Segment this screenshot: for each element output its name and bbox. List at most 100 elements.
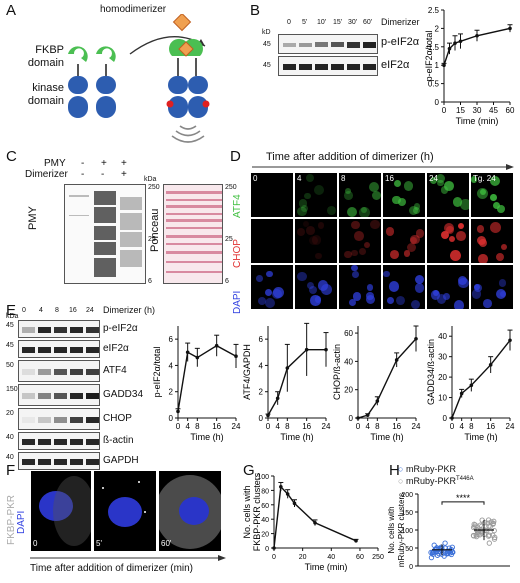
h-point: [472, 524, 478, 530]
c-blot-ponceau: [163, 184, 223, 284]
e-band: [86, 369, 99, 375]
E4-xlabel: Time (h): [464, 432, 497, 442]
E1-xlabel: Time (h): [190, 432, 223, 442]
e-row-label-4: CHOP: [103, 413, 132, 424]
d-nucleus: [477, 187, 489, 199]
E4-xtick-label: 24: [506, 422, 515, 431]
c-pmy-sign-3: +: [121, 158, 127, 169]
h-point: [471, 521, 477, 527]
f-tile-0: 0: [30, 470, 92, 552]
h-point: [477, 522, 484, 528]
d-nucleus: [393, 179, 402, 187]
panel-label-h: H: [389, 462, 400, 479]
h-ytick-label: 0: [409, 564, 413, 571]
c-dim-sign-3: +: [121, 169, 127, 180]
h-point: [471, 533, 477, 539]
d-nucleus: [453, 299, 465, 309]
d-nucleus: [306, 226, 315, 235]
c-kda-label: kDa: [144, 176, 157, 183]
c-pmy-label: PMY: [44, 158, 66, 169]
E4-xtick-label: 4: [459, 422, 464, 431]
d-col-label-1: 4: [297, 174, 302, 183]
e-band: [70, 459, 83, 465]
E3-series-line: [357, 338, 417, 419]
h-point: [491, 528, 497, 534]
b-time-5: 5': [302, 19, 308, 26]
h-point: [481, 520, 488, 526]
e-band: [54, 439, 67, 445]
d-tile-atf4-5: Tg. 24: [470, 172, 514, 218]
E4-point: [508, 338, 512, 343]
d-nucleus: [383, 270, 390, 277]
E2-ytick-label: 0: [259, 414, 264, 423]
h-ytick-label: 150: [401, 510, 413, 517]
d-nucleus: [498, 279, 507, 287]
G-xtick-label: 250: [372, 554, 384, 561]
E3-ytick-label: 60: [344, 329, 353, 338]
h-point: [428, 555, 435, 561]
G-point: [292, 501, 297, 506]
E3-xtick-label: 16: [392, 422, 401, 431]
d-nucleus: [354, 231, 364, 242]
e-blot-row-0: [18, 320, 100, 338]
d-nucleus: [429, 176, 437, 184]
d-nucleus: [478, 254, 488, 263]
B-xtick-label: 15: [456, 106, 465, 115]
d-col-label-4: 24: [429, 174, 438, 183]
e-row-label-3: GADD34: [103, 389, 144, 400]
e-blot-row-6: [18, 452, 100, 470]
f-tile-60: 60': [158, 470, 222, 552]
G-xlabel: Time (min): [305, 562, 348, 572]
e-band: [54, 347, 67, 353]
G-series-line: [273, 485, 357, 549]
c-marker-25a: 25: [148, 236, 156, 243]
E2-xtick-label: 16: [302, 422, 311, 431]
E4-point: [459, 391, 464, 396]
E4-ylabel: GADD34/ß-actin: [426, 339, 436, 405]
e-time-8: 8: [55, 307, 59, 314]
e-band: [70, 417, 83, 423]
signal-icon: [171, 125, 205, 143]
b-marker-45a: 45: [263, 41, 271, 48]
e-band: [86, 439, 99, 445]
h-point: [448, 548, 454, 554]
B-ylabel: p-eIF2α/total: [424, 31, 434, 82]
e-marker-4: 20: [6, 410, 14, 417]
d-tile-chop-5: [470, 218, 514, 264]
d-nucleus: [392, 195, 401, 205]
b-time-30: 30': [348, 19, 358, 26]
d-nucleus: [414, 283, 425, 293]
d-nucleus: [440, 186, 449, 195]
E2-ylabel: ATF4/GAPDH: [242, 344, 252, 400]
E2-xtick-label: 24: [322, 422, 331, 431]
d-nucleus: [346, 206, 358, 217]
d-nucleus: [317, 280, 329, 291]
d-tile-dapi-2: [338, 264, 382, 310]
E4-point: [450, 416, 454, 420]
E2-point: [304, 347, 309, 352]
b-time-10: 10': [317, 19, 327, 26]
d-row-chop: CHOP: [232, 239, 243, 268]
d-nucleus: [410, 237, 418, 245]
G-ytick-label: 20: [261, 532, 269, 539]
E1-point: [176, 409, 180, 414]
E3-point: [414, 336, 418, 341]
e-band: [38, 439, 51, 445]
e-band: [86, 417, 99, 423]
pkr-monomer-2-icon: [96, 46, 116, 118]
h-point: [485, 533, 492, 539]
d-tile-dapi-5: [470, 264, 514, 310]
h-point: [486, 523, 492, 529]
G-ytick-label: 80: [261, 488, 269, 495]
d-nucleus: [403, 250, 411, 257]
c-dim-sign-2: -: [101, 169, 105, 180]
G-xtick-label: 40: [327, 554, 335, 561]
G-point: [313, 521, 317, 525]
d-nucleus: [471, 176, 478, 183]
E3-point: [394, 358, 399, 362]
f-tile-5: 5': [93, 470, 157, 552]
f-tile-0-label: 0: [33, 539, 38, 548]
d-col-label-3: 16: [385, 174, 394, 183]
